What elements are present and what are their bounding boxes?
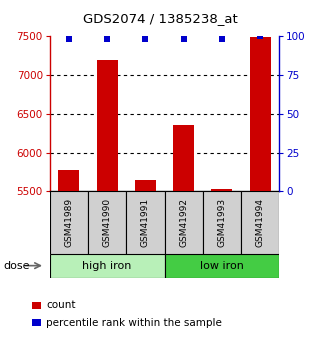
Text: percentile rank within the sample: percentile rank within the sample	[46, 318, 222, 327]
Text: dose: dose	[3, 261, 30, 270]
Bar	[241, 191, 279, 254]
Text: count: count	[46, 300, 76, 310]
Text: GSM41989: GSM41989	[65, 198, 74, 247]
Bar	[50, 254, 164, 278]
Bar	[88, 191, 126, 254]
Text: GSM41992: GSM41992	[179, 198, 188, 247]
Bar	[211, 189, 232, 191]
Bar	[173, 125, 194, 191]
Bar	[97, 60, 118, 191]
Bar	[135, 180, 156, 191]
Text: GSM41990: GSM41990	[103, 198, 112, 247]
Text: GSM41993: GSM41993	[217, 198, 226, 247]
Text: GSM41991: GSM41991	[141, 198, 150, 247]
Bar	[250, 37, 271, 191]
Bar	[164, 191, 203, 254]
Text: GDS2074 / 1385238_at: GDS2074 / 1385238_at	[83, 12, 238, 25]
Bar	[126, 191, 164, 254]
Bar	[203, 191, 241, 254]
Text: GSM41994: GSM41994	[256, 198, 265, 247]
Text: low iron: low iron	[200, 261, 244, 270]
Bar	[50, 191, 88, 254]
Bar	[58, 170, 79, 191]
Bar	[164, 254, 279, 278]
Text: high iron: high iron	[82, 261, 132, 270]
